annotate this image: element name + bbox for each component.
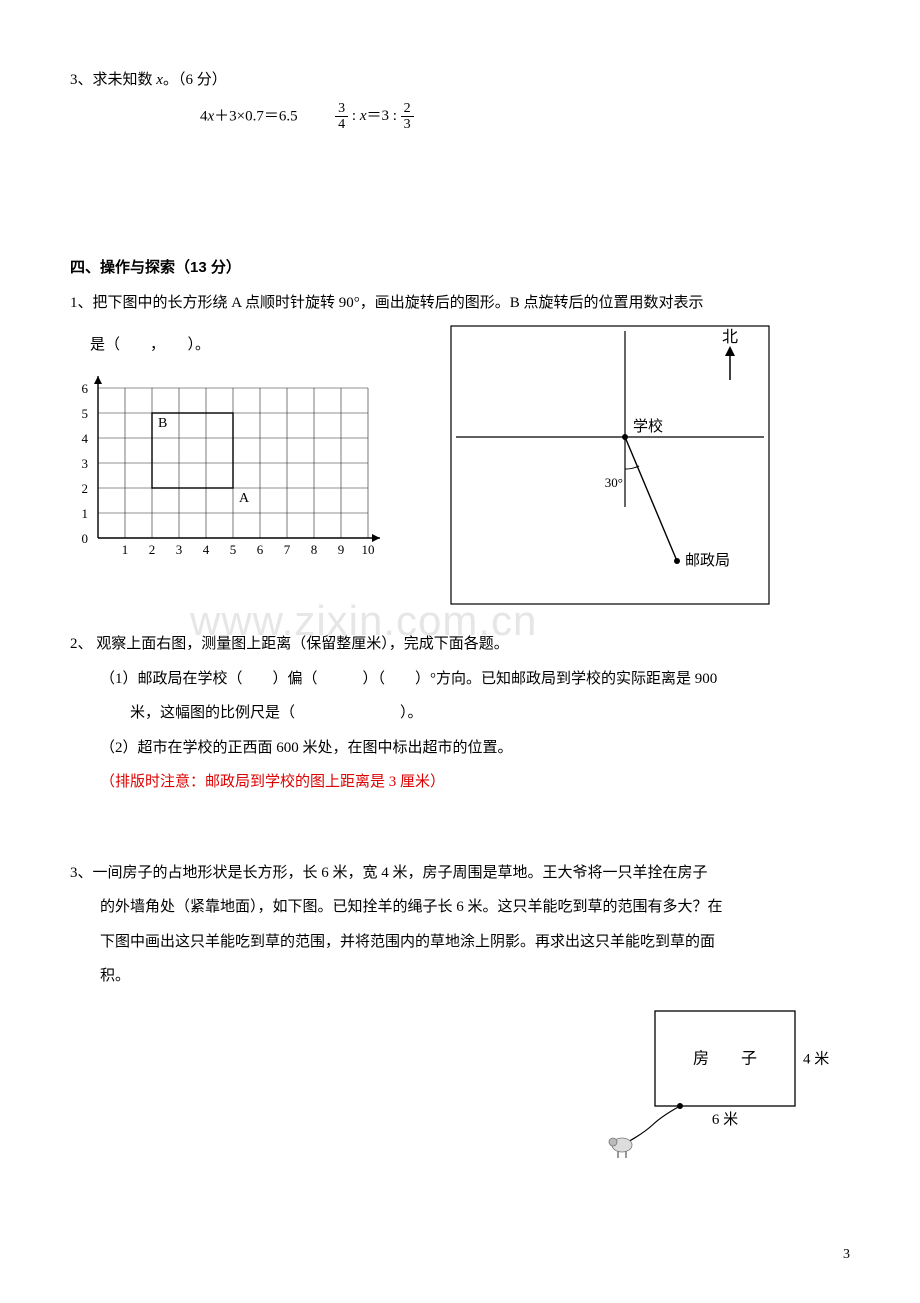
svg-text:A: A [239,491,250,506]
svg-text:9: 9 [338,542,345,557]
p43-l4: 积。 [70,962,850,991]
svg-text:7: 7 [284,542,291,557]
svg-text:学校: 学校 [633,418,663,435]
p42-l3: （2）超市在学校的正西面 600 米处，在图中标出超市的位置。 [70,734,850,763]
svg-text:5: 5 [230,542,237,557]
p43-l2: 的外墙角处（紧靠地面），如下图。已知拴羊的绳子长 6 米。这只羊能吃到草的范围有… [70,893,850,922]
svg-text:3: 3 [82,456,89,471]
svg-text:B: B [158,416,167,431]
svg-text:4: 4 [203,542,210,557]
svg-text:邮政局: 邮政局 [685,552,730,569]
house-figure: 房 子 4 米 6 米 [600,1001,830,1161]
p42-l4: （排版时注意：邮政局到学校的图上距离是 3 厘米） [70,768,850,797]
p42-l2b: 米，这幅图的比例尺是（ ）。 [70,699,850,728]
svg-text:5: 5 [82,406,89,421]
svg-text:4 米: 4 米 [803,1050,829,1067]
map-figure: 北学校 30° 邮政局 [450,325,770,605]
p41-line1: 1、把下图中的长方形绕 A 点顺时针旋转 90°，画出旋转后的图形。B 点旋转后… [70,289,850,318]
p42-l1: 2、 观察上面右图，测量图上距离（保留整厘米），完成下面各题。 [70,630,850,659]
svg-text:6: 6 [257,542,264,557]
svg-text:6 米: 6 米 [712,1111,738,1128]
svg-text:北: 北 [722,328,738,346]
svg-text:30°: 30° [605,475,623,490]
svg-text:2: 2 [82,481,89,496]
section4-title: 四、操作与探索（13 分） [70,254,850,283]
svg-text:3: 3 [176,542,183,557]
svg-text:2: 2 [149,542,156,557]
svg-text:10: 10 [362,542,375,557]
eq2: 34 : x＝3 : 23 [335,108,414,124]
svg-text:4: 4 [82,431,89,446]
grid-figure: 0 1 2 3 4 5 6 1 2 3 4 5 6 7 8 9 10 A B [70,366,380,566]
p43-l3: 下图中画出这只羊能吃到草的范围，并将范围内的草地涂上阴影。再求出这只羊能吃到草的… [70,928,850,957]
p41-line2: 是（ ， ）。 [70,331,410,360]
svg-text:房 子: 房 子 [693,1049,757,1067]
q3-equations: 4x＋3×0.7＝6.5 34 : x＝3 : 23 [70,101,850,133]
q3-label: 3、求未知数 x。（6 分） [70,66,850,95]
svg-text:1: 1 [122,542,129,557]
p42-l2a: （1）邮政局在学校（ ）偏（ ）（ ）°方向。已知邮政局到学校的实际距离是 90… [70,665,850,694]
svg-text:8: 8 [311,542,318,557]
p43-l1: 3、一间房子的占地形状是长方形，长 6 米，宽 4 米，房子周围是草地。王大爷将… [70,859,850,888]
svg-text:1: 1 [82,506,89,521]
eq1: 4x＋3×0.7＝6.5 [200,108,301,124]
page-number: 3 [843,1247,850,1263]
svg-text:6: 6 [82,381,89,396]
svg-text:0: 0 [82,531,89,546]
